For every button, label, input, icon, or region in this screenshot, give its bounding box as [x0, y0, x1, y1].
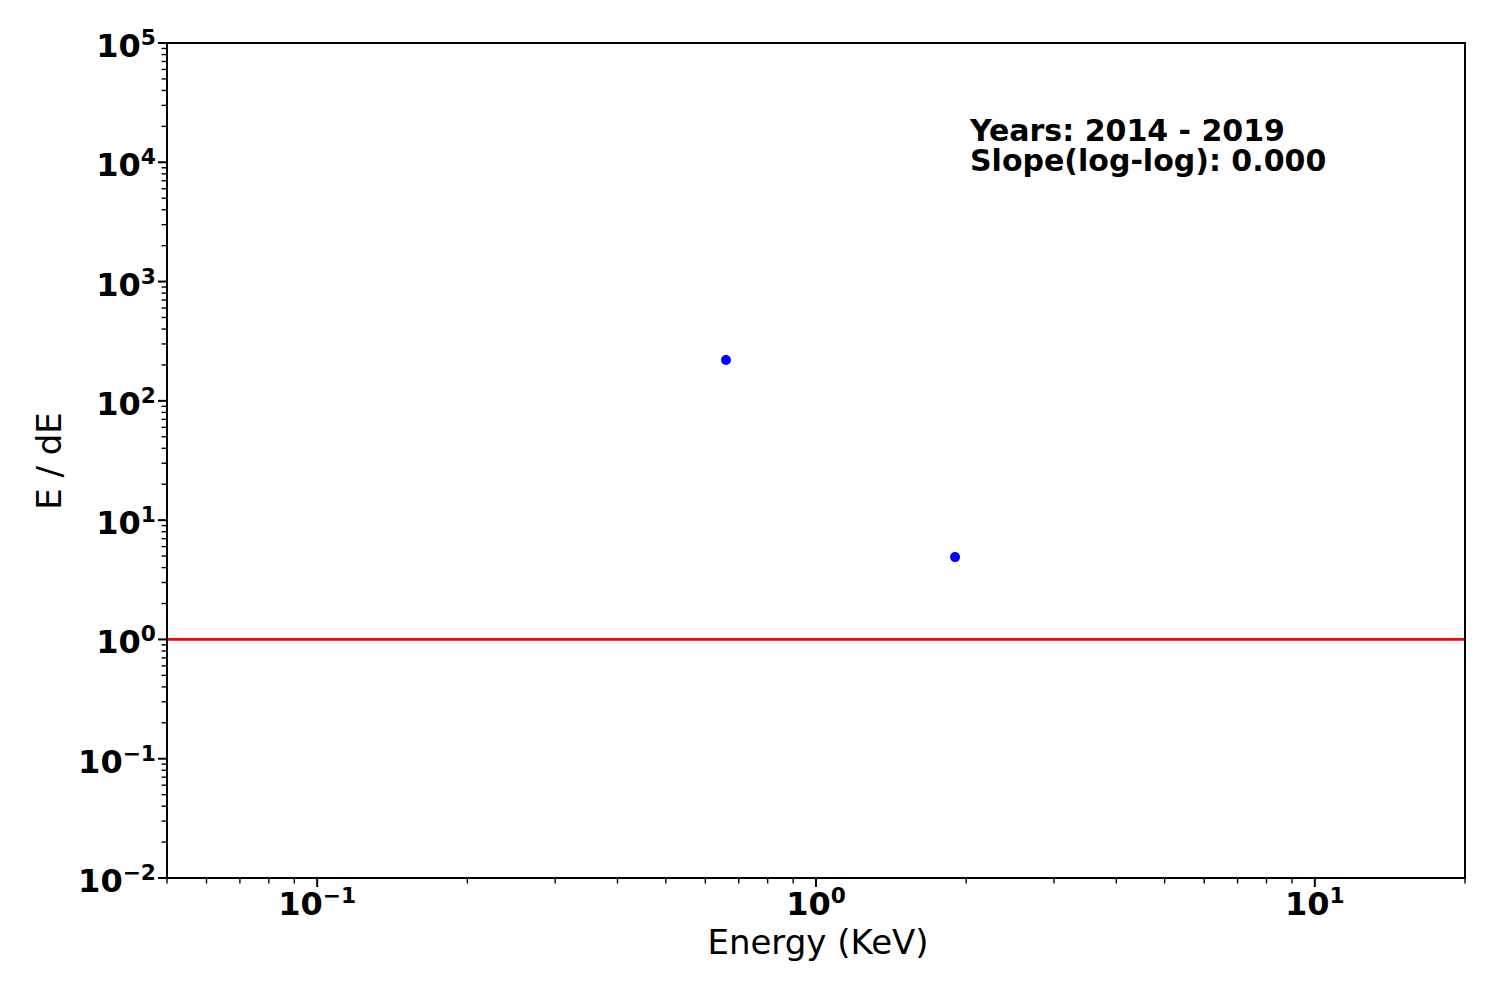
- data-point: [721, 355, 731, 365]
- y-tick-label: 103: [96, 269, 156, 301]
- y-tick-label: 104: [96, 149, 156, 181]
- y-tick-label: 102: [96, 388, 156, 420]
- x-tick-label: 101: [1285, 888, 1345, 920]
- x-tick-label: 100: [786, 888, 846, 920]
- y-tick-label: 100: [96, 626, 156, 658]
- y-tick-label: 10−2: [78, 865, 156, 897]
- figure: 10−1 100 101 10−2 10−1 100 101 102 103 104 105 Ene…: [0, 0, 1500, 1000]
- y-tick-label: 101: [96, 507, 156, 539]
- x-tick-label: 10−1: [278, 888, 356, 920]
- annotation-years: Years: 2014 - 2019: [970, 116, 1326, 146]
- y-tick-label: 105: [96, 30, 156, 62]
- data-point: [950, 552, 960, 562]
- y-tick-label: 10−1: [78, 746, 156, 778]
- x-axis-label: Energy (KeV): [707, 922, 928, 962]
- y-axis-label: E / dE: [29, 412, 69, 510]
- annotation-box: Years: 2014 - 2019 Slope(log-log): 0.000: [970, 116, 1326, 176]
- annotation-slope: Slope(log-log): 0.000: [970, 146, 1326, 176]
